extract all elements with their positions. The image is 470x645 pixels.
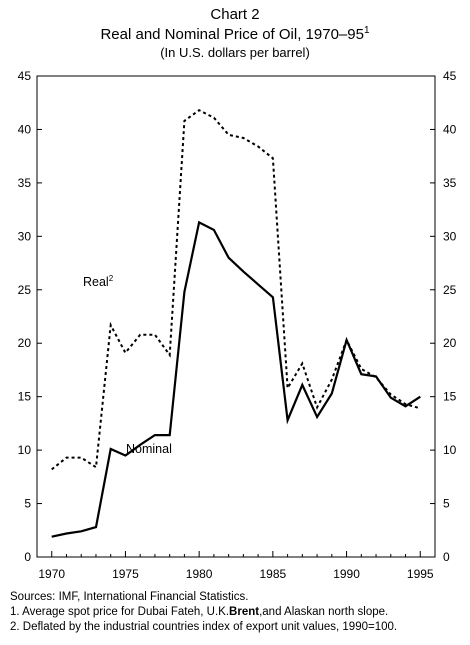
series-label-real: Real2 [83,274,114,289]
y-tick-label-right: 5 [443,497,450,511]
y-tick-label-right: 25 [443,283,457,297]
x-tick-label: 1995 [407,567,434,581]
footnote-1: 1. Average spot price for Dubai Fateh, U… [10,606,388,618]
chart-label: Chart 2 [210,6,260,23]
footnote-1-bold: Brent [229,606,260,618]
axis-ticks: 0 0 5 5 10 10 15 15 20 20 25 25 30 30 35 35 40 40 45 45 1970… [18,69,457,581]
y-tick-label-left: 0 [24,550,31,564]
y-tick-label-left: 40 [18,122,32,136]
series-labels: Real2 Nominal [83,274,172,456]
y-tick-label-right: 0 [443,550,450,564]
y-tick-label-right: 45 [443,69,457,83]
chart-title: Real and Nominal Price of Oil, 1970–951 [0,25,470,43]
footnote-2: 2. Deflated by the industrial countries … [10,621,398,633]
oil-price-chart: 0 0 5 5 10 10 15 15 20 20 25 25 30 30 35 35 40 40 45 45 1970… [18,69,457,581]
series-line-nominal [51,220,421,538]
y-tick-label-left: 35 [18,176,32,190]
chart-title-text: Real and Nominal Price of Oil, 1970–95 [100,26,364,43]
y-tick-label-left: 15 [18,390,32,404]
plot-frame [36,75,436,558]
x-tick-label: 1990 [333,567,360,581]
y-tick-label-left: 20 [18,336,32,350]
x-tick-label: 1985 [260,567,287,581]
y-tick-label-left: 45 [18,69,32,83]
y-tick-label-left: 30 [18,229,32,243]
x-tick-label: 1975 [112,567,139,581]
series-layer [51,109,421,538]
chart-title-footnote-mark: 1 [363,25,370,36]
y-tick-label-right: 10 [443,443,457,457]
y-tick-label-right: 35 [443,176,457,190]
footnote-1-suffix: ,and Alaskan north slope. [259,606,389,618]
series-line-real [51,109,421,471]
sources-note: Sources: IMF, International Financial St… [10,591,249,603]
y-tick-label-left: 5 [24,497,31,511]
y-tick-label-left: 10 [18,443,32,457]
y-tick-label-right: 40 [443,122,457,136]
x-tick-label: 1980 [186,567,213,581]
series-label-nominal: Nominal [126,442,172,456]
x-tick-label: 1970 [38,567,65,581]
footnote-1-prefix: 1. Average spot price for Dubai Fateh, U… [10,606,230,618]
y-tick-label-right: 15 [443,390,457,404]
y-tick-label-right: 30 [443,229,457,243]
y-tick-label-right: 20 [443,336,457,350]
chart-subtitle: (In U.S. dollars per barrel) [160,45,310,60]
y-tick-label-left: 25 [18,283,32,297]
